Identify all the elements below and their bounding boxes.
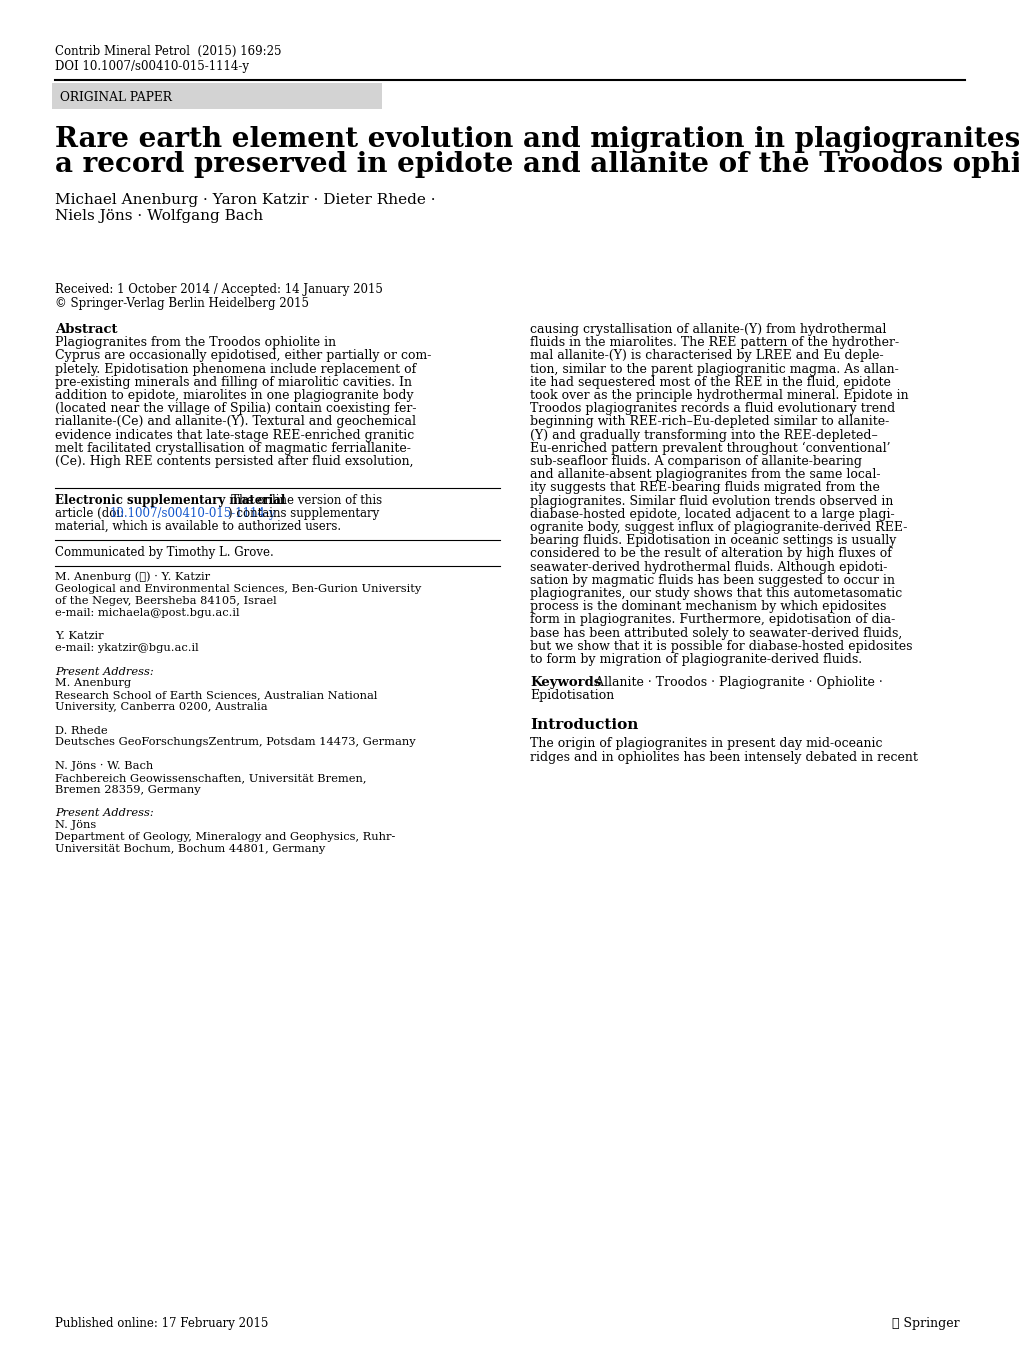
Text: e-mail: ykatzir@bgu.ac.il: e-mail: ykatzir@bgu.ac.il [55, 644, 199, 653]
Text: Y. Katzir: Y. Katzir [55, 631, 104, 641]
Text: Introduction: Introduction [530, 718, 638, 733]
Text: bearing fluids. Epidotisation in oceanic settings is usually: bearing fluids. Epidotisation in oceanic… [530, 534, 896, 547]
Text: DOI 10.1007/s00410-015-1114-y: DOI 10.1007/s00410-015-1114-y [55, 60, 249, 73]
Text: plagiogranites, our study shows that this autometasomatic: plagiogranites, our study shows that thi… [530, 587, 902, 600]
Text: ORIGINAL PAPER: ORIGINAL PAPER [60, 91, 172, 104]
Text: a record preserved in epidote and allanite of the Troodos ophiolite: a record preserved in epidote and allani… [55, 150, 1019, 178]
Text: Present Address:: Present Address: [55, 667, 154, 676]
Text: of the Negev, Beersheba 84105, Israel: of the Negev, Beersheba 84105, Israel [55, 596, 276, 606]
Text: Published online: 17 February 2015: Published online: 17 February 2015 [55, 1317, 268, 1331]
Text: material, which is available to authorized users.: material, which is available to authoriz… [55, 520, 340, 534]
Text: M. Anenburg: M. Anenburg [55, 679, 131, 688]
Text: plagiogranites. Similar fluid evolution trends observed in: plagiogranites. Similar fluid evolution … [530, 495, 893, 508]
Text: causing crystallisation of allanite-(Y) from hydrothermal: causing crystallisation of allanite-(Y) … [530, 322, 886, 336]
Text: M. Anenburg (✉) · Y. Katzir: M. Anenburg (✉) · Y. Katzir [55, 572, 210, 583]
Text: University, Canberra 0200, Australia: University, Canberra 0200, Australia [55, 702, 267, 711]
Text: Bremen 28359, Germany: Bremen 28359, Germany [55, 785, 201, 794]
Text: (located near the village of Spilia) contain coexisting fer-: (located near the village of Spilia) con… [55, 402, 416, 415]
Bar [52, 83, 382, 108]
Text: process is the dominant mechanism by which epidosites: process is the dominant mechanism by whi… [530, 600, 886, 614]
Text: Michael Anenburg · Yaron Katzir · Dieter Rhede ·: Michael Anenburg · Yaron Katzir · Dieter… [55, 192, 435, 207]
Text: Research School of Earth Sciences, Australian National: Research School of Earth Sciences, Austr… [55, 690, 377, 701]
Text: considered to be the result of alteration by high fluxes of: considered to be the result of alteratio… [530, 547, 891, 561]
Text: D. Rhede: D. Rhede [55, 725, 108, 736]
Text: evidence indicates that late-stage REE-enriched granitic: evidence indicates that late-stage REE-e… [55, 428, 414, 442]
Text: ite had sequestered most of the REE in the fluid, epidote: ite had sequestered most of the REE in t… [530, 375, 890, 389]
Text: Keywords: Keywords [530, 676, 600, 690]
Text: Troodos plagiogranites records a fluid evolutionary trend: Troodos plagiogranites records a fluid e… [530, 402, 895, 415]
Text: Niels Jöns · Wolfgang Bach: Niels Jöns · Wolfgang Bach [55, 209, 263, 224]
Text: form in plagiogranites. Furthermore, epidotisation of dia-: form in plagiogranites. Furthermore, epi… [530, 614, 895, 626]
Text: © Springer-Verlag Berlin Heidelberg 2015: © Springer-Verlag Berlin Heidelberg 2015 [55, 297, 309, 310]
Text: Contrib Mineral Petrol  (2015) 169:25: Contrib Mineral Petrol (2015) 169:25 [55, 45, 281, 58]
Text: base has been attributed solely to seawater-derived fluids,: base has been attributed solely to seawa… [530, 626, 902, 640]
Text: addition to epidote, miarolites in one plagiogranite body: addition to epidote, miarolites in one p… [55, 389, 414, 402]
Text: Eu-enriched pattern prevalent throughout ‘conventional’: Eu-enriched pattern prevalent throughout… [530, 442, 890, 455]
Text: Present Address:: Present Address: [55, 808, 154, 818]
Text: riallanite-(Ce) and allanite-(Y). Textural and geochemical: riallanite-(Ce) and allanite-(Y). Textur… [55, 416, 416, 428]
Text: Deutsches GeoForschungsZentrum, Potsdam 14473, Germany: Deutsches GeoForschungsZentrum, Potsdam … [55, 737, 415, 748]
Text: Abstract: Abstract [55, 322, 117, 336]
Text: tion, similar to the parent plagiogranitic magma. As allan-: tion, similar to the parent plagiogranit… [530, 363, 898, 375]
Text: to form by migration of plagiogranite-derived fluids.: to form by migration of plagiogranite-de… [530, 653, 861, 667]
Text: 10.1007/s00410-015-1114-y: 10.1007/s00410-015-1114-y [110, 507, 276, 520]
Text: diabase-hosted epidote, located adjacent to a large plagi-: diabase-hosted epidote, located adjacent… [530, 508, 894, 520]
Text: article (doi:: article (doi: [55, 507, 124, 520]
Text: Universität Bochum, Bochum 44801, Germany: Universität Bochum, Bochum 44801, German… [55, 844, 325, 854]
Text: mal allanite-(Y) is characterised by LREE and Eu deple-: mal allanite-(Y) is characterised by LRE… [530, 350, 882, 362]
Text: ) contains supplementary: ) contains supplementary [228, 507, 379, 520]
Text: The online version of this: The online version of this [220, 495, 382, 507]
Text: (Y) and gradually transforming into the REE-depleted–: (Y) and gradually transforming into the … [530, 428, 877, 442]
Text: sub-seafloor fluids. A comparison of allanite-bearing: sub-seafloor fluids. A comparison of all… [530, 455, 861, 467]
Text: (Ce). High REE contents persisted after fluid exsolution,: (Ce). High REE contents persisted after … [55, 455, 413, 467]
Text: beginning with REE-rich–Eu-depleted similar to allanite-: beginning with REE-rich–Eu-depleted simi… [530, 416, 889, 428]
Text: ity suggests that REE-bearing fluids migrated from the: ity suggests that REE-bearing fluids mig… [530, 481, 879, 495]
Text: Electronic supplementary material: Electronic supplementary material [55, 495, 285, 507]
Text: Fachbereich Geowissenschaften, Universität Bremen,: Fachbereich Geowissenschaften, Universit… [55, 772, 366, 783]
Text: N. Jöns: N. Jöns [55, 820, 96, 831]
Text: but we show that it is possible for diabase-hosted epidosites: but we show that it is possible for diab… [530, 640, 912, 653]
Text: Geological and Environmental Sciences, Ben-Gurion University: Geological and Environmental Sciences, B… [55, 584, 421, 593]
Text: Epidotisation: Epidotisation [530, 690, 613, 702]
Text: ✉ Springer: ✉ Springer [892, 1317, 959, 1331]
Text: ridges and in ophiolites has been intensely debated in recent: ridges and in ophiolites has been intens… [530, 751, 917, 764]
Text: Received: 1 October 2014 / Accepted: 14 January 2015: Received: 1 October 2014 / Accepted: 14 … [55, 283, 382, 295]
Text: fluids in the miarolites. The REE pattern of the hydrother-: fluids in the miarolites. The REE patter… [530, 336, 898, 350]
Text: seawater-derived hydrothermal fluids. Although epidoti-: seawater-derived hydrothermal fluids. Al… [530, 561, 887, 573]
Text: sation by magmatic fluids has been suggested to occur in: sation by magmatic fluids has been sugge… [530, 573, 894, 587]
Text: e-mail: michaela@post.bgu.ac.il: e-mail: michaela@post.bgu.ac.il [55, 607, 239, 618]
Text: took over as the principle hydrothermal mineral. Epidote in: took over as the principle hydrothermal … [530, 389, 908, 402]
Text: and allanite-absent plagiogranites from the same local-: and allanite-absent plagiogranites from … [530, 469, 879, 481]
Text: Communicated by Timothy L. Grove.: Communicated by Timothy L. Grove. [55, 546, 273, 560]
Text: pletely. Epidotisation phenomena include replacement of: pletely. Epidotisation phenomena include… [55, 363, 416, 375]
Text: N. Jöns · W. Bach: N. Jöns · W. Bach [55, 762, 153, 771]
Text: melt facilitated crystallisation of magmatic ferriallanite-: melt facilitated crystallisation of magm… [55, 442, 411, 455]
Text: Plagiogranites from the Troodos ophiolite in: Plagiogranites from the Troodos ophiolit… [55, 336, 336, 350]
Text: The origin of plagiogranites in present day mid-oceanic: The origin of plagiogranites in present … [530, 737, 881, 751]
Text: Allanite · Troodos · Plagiogranite · Ophiolite ·: Allanite · Troodos · Plagiogranite · Oph… [586, 676, 881, 690]
Text: Cyprus are occasionally epidotised, either partially or com-: Cyprus are occasionally epidotised, eith… [55, 350, 431, 362]
Text: ogranite body, suggest influx of plagiogranite-derived REE-: ogranite body, suggest influx of plagiog… [530, 522, 907, 534]
Text: Department of Geology, Mineralogy and Geophysics, Ruhr-: Department of Geology, Mineralogy and Ge… [55, 832, 395, 841]
Text: Rare earth element evolution and migration in plagiogranites:: Rare earth element evolution and migrati… [55, 126, 1019, 153]
Text: pre-existing minerals and filling of miarolitic cavities. In: pre-existing minerals and filling of mia… [55, 375, 412, 389]
